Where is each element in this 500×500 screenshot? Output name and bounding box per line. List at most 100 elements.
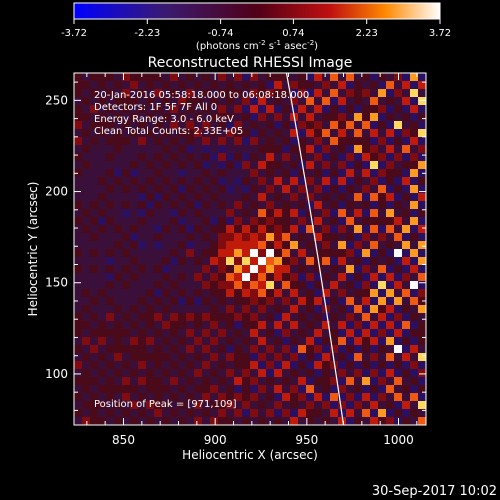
heatmap-cell bbox=[186, 369, 195, 378]
heatmap-cell bbox=[218, 313, 227, 322]
heatmap-cell bbox=[194, 73, 203, 82]
heatmap-cell bbox=[210, 377, 219, 386]
heatmap-cell bbox=[346, 201, 355, 210]
heatmap-cell bbox=[218, 137, 227, 146]
heatmap-cell bbox=[370, 281, 379, 290]
heatmap-cell bbox=[330, 265, 339, 274]
heatmap-cell bbox=[138, 217, 147, 226]
heatmap-cell bbox=[170, 249, 179, 258]
heatmap-cell bbox=[290, 249, 299, 258]
heatmap-cell bbox=[266, 393, 275, 402]
heatmap-cell bbox=[98, 145, 107, 154]
heatmap-cell bbox=[290, 209, 299, 218]
heatmap-cell bbox=[322, 273, 331, 282]
heatmap-cell bbox=[98, 353, 107, 362]
heatmap-cell bbox=[394, 305, 403, 314]
heatmap-cell bbox=[234, 241, 243, 250]
heatmap-cell bbox=[122, 409, 131, 418]
heatmap-cell bbox=[146, 273, 155, 282]
heatmap-cell bbox=[290, 401, 299, 410]
heatmap-cell bbox=[250, 401, 259, 410]
heatmap-cell bbox=[346, 321, 355, 330]
heatmap-cell bbox=[74, 409, 83, 418]
heatmap-cell bbox=[170, 361, 179, 370]
heatmap-cell bbox=[418, 201, 426, 210]
heatmap-cell bbox=[98, 185, 107, 194]
heatmap-cell bbox=[98, 105, 107, 114]
heatmap-cell bbox=[186, 209, 195, 218]
heatmap-cell bbox=[386, 89, 395, 98]
heatmap-cell bbox=[418, 233, 426, 242]
heatmap-cell bbox=[322, 337, 331, 346]
heatmap-cell bbox=[354, 185, 363, 194]
heatmap-cell bbox=[378, 257, 387, 266]
heatmap-cell bbox=[146, 409, 155, 418]
heatmap-cell bbox=[178, 121, 187, 130]
heatmap-cell bbox=[234, 305, 243, 314]
heatmap-cell bbox=[82, 153, 91, 162]
heatmap-cell bbox=[130, 289, 139, 298]
heatmap-cell bbox=[370, 249, 379, 258]
heatmap-cell bbox=[210, 105, 219, 114]
heatmap-cell bbox=[162, 137, 171, 146]
heatmap-cell bbox=[122, 297, 131, 306]
heatmap-cell bbox=[402, 369, 411, 378]
heatmap-cell bbox=[234, 313, 243, 322]
heatmap-cell bbox=[202, 297, 211, 306]
heatmap-cell bbox=[394, 377, 403, 386]
heatmap-cell bbox=[162, 361, 171, 370]
heatmap-cell bbox=[290, 129, 299, 138]
heatmap-cell bbox=[242, 217, 251, 226]
heatmap-cell bbox=[250, 81, 259, 90]
heatmap-cell bbox=[314, 81, 323, 90]
heatmap-cell bbox=[274, 177, 283, 186]
heatmap-cell bbox=[218, 145, 227, 154]
heatmap-cell bbox=[74, 129, 83, 138]
heatmap-cell bbox=[154, 249, 163, 258]
heatmap-cell bbox=[146, 249, 155, 258]
heatmap-cell bbox=[210, 81, 219, 90]
heatmap-cell bbox=[202, 241, 211, 250]
heatmap-cell bbox=[154, 97, 163, 106]
heatmap-cell bbox=[370, 177, 379, 186]
heatmap-cell bbox=[282, 305, 291, 314]
heatmap-cell bbox=[146, 137, 155, 146]
heatmap-cell bbox=[154, 417, 163, 425]
heatmap-cell bbox=[314, 393, 323, 402]
heatmap-cell bbox=[402, 129, 411, 138]
heatmap-cell bbox=[402, 409, 411, 418]
heatmap-cell bbox=[122, 345, 131, 354]
heatmap-cell bbox=[210, 169, 219, 178]
heatmap-cell bbox=[74, 89, 83, 98]
heatmap-cell bbox=[146, 393, 155, 402]
heatmap-cell bbox=[186, 377, 195, 386]
heatmap-cell bbox=[266, 129, 275, 138]
heatmap-cell bbox=[218, 329, 227, 338]
heatmap-cell bbox=[266, 153, 275, 162]
heatmap-cell bbox=[282, 153, 291, 162]
heatmap-cell bbox=[362, 393, 371, 402]
heatmap-cell bbox=[258, 321, 267, 330]
heatmap-cell bbox=[194, 265, 203, 274]
heatmap-cell bbox=[210, 233, 219, 242]
heatmap-cell bbox=[266, 297, 275, 306]
heatmap-cell bbox=[266, 81, 275, 90]
heatmap-cell bbox=[362, 249, 371, 258]
heatmap-cell bbox=[266, 305, 275, 314]
heatmap-cell bbox=[186, 121, 195, 130]
heatmap-cell bbox=[162, 209, 171, 218]
heatmap-cell bbox=[322, 385, 331, 394]
heatmap-cell bbox=[122, 161, 131, 170]
heatmap-cell bbox=[330, 369, 339, 378]
heatmap-cell bbox=[114, 329, 123, 338]
heatmap-cell bbox=[418, 121, 426, 130]
heatmap-cell bbox=[306, 161, 315, 170]
peak-position-label: Position of Peak = [971,109] bbox=[94, 399, 237, 410]
heatmap-cell bbox=[386, 185, 395, 194]
chart-title: Reconstructed RHESSI Image bbox=[148, 55, 353, 71]
heatmap-cell bbox=[338, 233, 347, 242]
heatmap-cell bbox=[234, 345, 243, 354]
heatmap-cell bbox=[170, 289, 179, 298]
heatmap-cell bbox=[354, 233, 363, 242]
heatmap-cell bbox=[194, 177, 203, 186]
